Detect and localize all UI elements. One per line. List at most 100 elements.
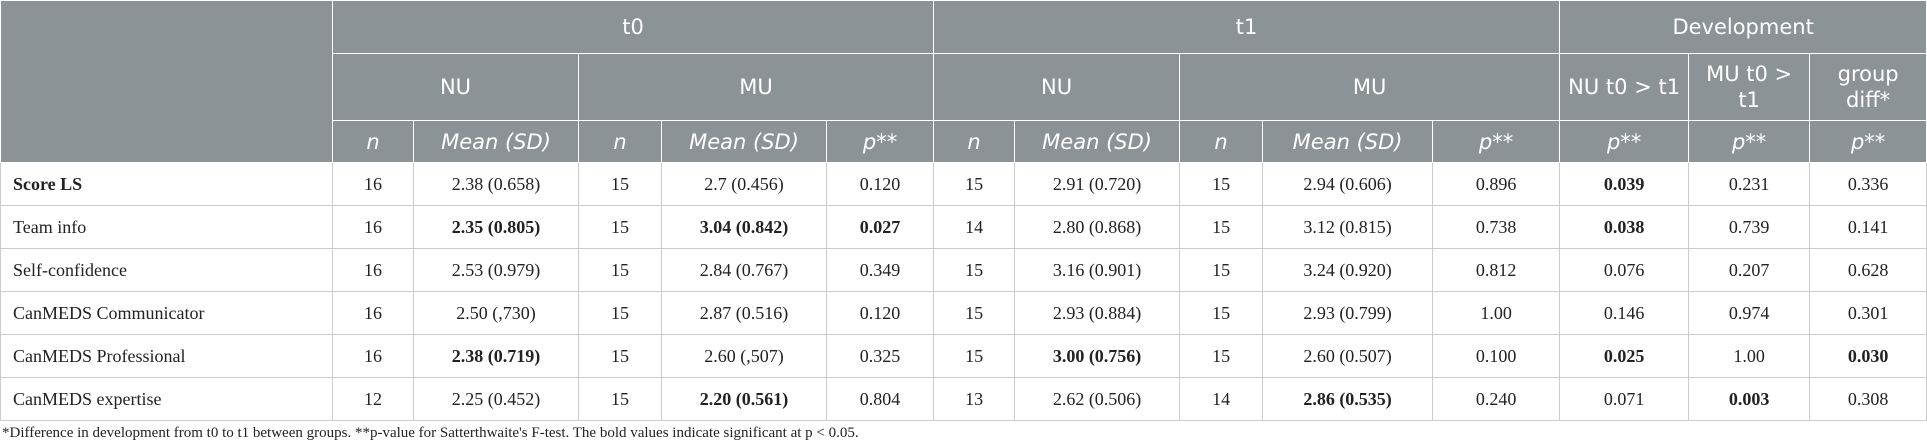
column-header: Mean (SD) <box>661 120 827 163</box>
subgroup-header: NU <box>933 53 1181 121</box>
table-row: CanMEDS Communicator 16 2.50 (,730) 15 2.87 … <box>0 291 1927 335</box>
cell: 0.301 <box>1809 291 1927 335</box>
cell: 1.00 <box>1432 291 1561 335</box>
cell: 0.120 <box>825 291 935 335</box>
cell: 16 <box>332 205 414 249</box>
cell: 3.16 (0.901) <box>1014 248 1181 292</box>
cell: 12 <box>332 377 414 421</box>
table-row: Self-confidence 16 2.53 (0.979) 15 2.84 (0.7… <box>0 248 1927 292</box>
cell: 2.35 (0.805) <box>413 205 579 249</box>
cell: 14 <box>1179 377 1264 421</box>
cell: 15 <box>1179 162 1264 206</box>
column-header: p** <box>1432 120 1561 163</box>
column-header: p** <box>1809 120 1927 163</box>
cell: 13 <box>933 377 1016 421</box>
cell: 0.207 <box>1688 248 1811 292</box>
table-body: Score LS 16 2.38 (0.658) 15 2.7 (0.456) 0.120… <box>0 162 1927 421</box>
subgroup-header: NU t0 > t1 <box>1559 53 1690 121</box>
cell: 15 <box>1179 248 1264 292</box>
header-row: NU MU NU MU NU t0 > t1 MU t0 > t1 group diff* <box>1 53 1927 121</box>
subgroup-header: MU t0 > t1 <box>1688 53 1811 121</box>
table-row: Score LS 16 2.38 (0.658) 15 2.7 (0.456) 0.120… <box>0 162 1927 206</box>
group-header: Development <box>1559 0 1927 54</box>
cell: 2.93 (0.884) <box>1014 291 1181 335</box>
cell: 15 <box>578 377 662 421</box>
cell: 2.87 (0.516) <box>661 291 827 335</box>
cell: 15 <box>578 334 662 378</box>
cell: 2.38 (0.658) <box>413 162 579 206</box>
row-label: CanMEDS Communicator <box>0 291 333 335</box>
table-row: CanMEDS Professional 16 2.38 (0.719) 15 2.60… <box>0 334 1927 378</box>
column-header: Mean (SD) <box>1014 120 1181 163</box>
header-row: n Mean (SD) n Mean (SD) p** n Mean (SD) n Mean (… <box>1 120 1927 163</box>
cell: 15 <box>1179 205 1264 249</box>
column-header: p** <box>1559 120 1690 163</box>
column-header: n <box>933 120 1016 163</box>
cell: 2.7 (0.456) <box>661 162 827 206</box>
subgroup-header: NU <box>332 53 579 121</box>
cell: 0.812 <box>1432 248 1561 292</box>
cell: 2.62 (0.506) <box>1014 377 1181 421</box>
cell: 2.91 (0.720) <box>1014 162 1181 206</box>
subgroup-header: group diff* <box>1809 53 1927 121</box>
column-header: p** <box>1688 120 1811 163</box>
cell: 0.076 <box>1559 248 1690 292</box>
column-header: n <box>1179 120 1264 163</box>
cell: 0.100 <box>1432 334 1561 378</box>
group-header: t1 <box>933 0 1561 54</box>
row-label: Team info <box>0 205 333 249</box>
cell: 0.308 <box>1809 377 1927 421</box>
cell: 2.94 (0.606) <box>1262 162 1434 206</box>
cell: 15 <box>578 248 662 292</box>
cell: 0.030 <box>1809 334 1927 378</box>
cell: 3.04 (0.842) <box>661 205 827 249</box>
cell: 0.325 <box>825 334 935 378</box>
cell: 0.120 <box>825 162 935 206</box>
table-header: t0 t1 Development NU MU NU MU NU t0 > t1 MU t0 >… <box>0 0 1927 163</box>
cell: 16 <box>332 334 414 378</box>
cell: 2.60 (,507) <box>661 334 827 378</box>
cell: 16 <box>332 248 414 292</box>
cell: 0.896 <box>1432 162 1561 206</box>
corner-cell <box>0 0 333 163</box>
column-header: Mean (SD) <box>413 120 579 163</box>
cell: 14 <box>933 205 1016 249</box>
row-label: CanMEDS Professional <box>0 334 333 378</box>
cell: 16 <box>332 291 414 335</box>
row-label: Self-confidence <box>0 248 333 292</box>
cell: 15 <box>933 162 1016 206</box>
cell: 0.231 <box>1688 162 1811 206</box>
cell: 0.739 <box>1688 205 1811 249</box>
row-label: Score LS <box>0 162 333 206</box>
cell: 0.804 <box>825 377 935 421</box>
cell: 15 <box>933 291 1016 335</box>
cell: 15 <box>1179 291 1264 335</box>
cell: 1.00 <box>1688 334 1811 378</box>
cell: 2.25 (0.452) <box>413 377 579 421</box>
cell: 2.84 (0.767) <box>661 248 827 292</box>
cell: 0.141 <box>1809 205 1927 249</box>
footnote: *Difference in development from t0 to t1… <box>2 425 859 440</box>
cell: 0.039 <box>1559 162 1690 206</box>
cell: 15 <box>933 248 1016 292</box>
cell: 0.038 <box>1559 205 1690 249</box>
cell: 0.146 <box>1559 291 1690 335</box>
header-row: t0 t1 Development <box>0 0 1927 163</box>
subgroup-header: MU <box>577 53 935 121</box>
cell: 3.00 (0.756) <box>1014 334 1181 378</box>
cell: 15 <box>578 291 662 335</box>
results-table: t0 t1 Development NU MU NU MU NU t0 > t1 MU t0 >… <box>0 0 1927 421</box>
cell: 2.60 (0.507) <box>1262 334 1434 378</box>
cell: 3.12 (0.815) <box>1262 205 1434 249</box>
row-label: CanMEDS expertise <box>0 377 333 421</box>
cell: 2.86 (0.535) <box>1262 377 1434 421</box>
cell: 0.003 <box>1688 377 1811 421</box>
cell: 2.20 (0.561) <box>661 377 827 421</box>
cell: 0.738 <box>1432 205 1561 249</box>
cell: 2.80 (0.868) <box>1014 205 1181 249</box>
cell: 0.336 <box>1809 162 1927 206</box>
cell: 15 <box>578 162 662 206</box>
cell: 0.349 <box>825 248 935 292</box>
group-header: t0 <box>331 0 935 54</box>
